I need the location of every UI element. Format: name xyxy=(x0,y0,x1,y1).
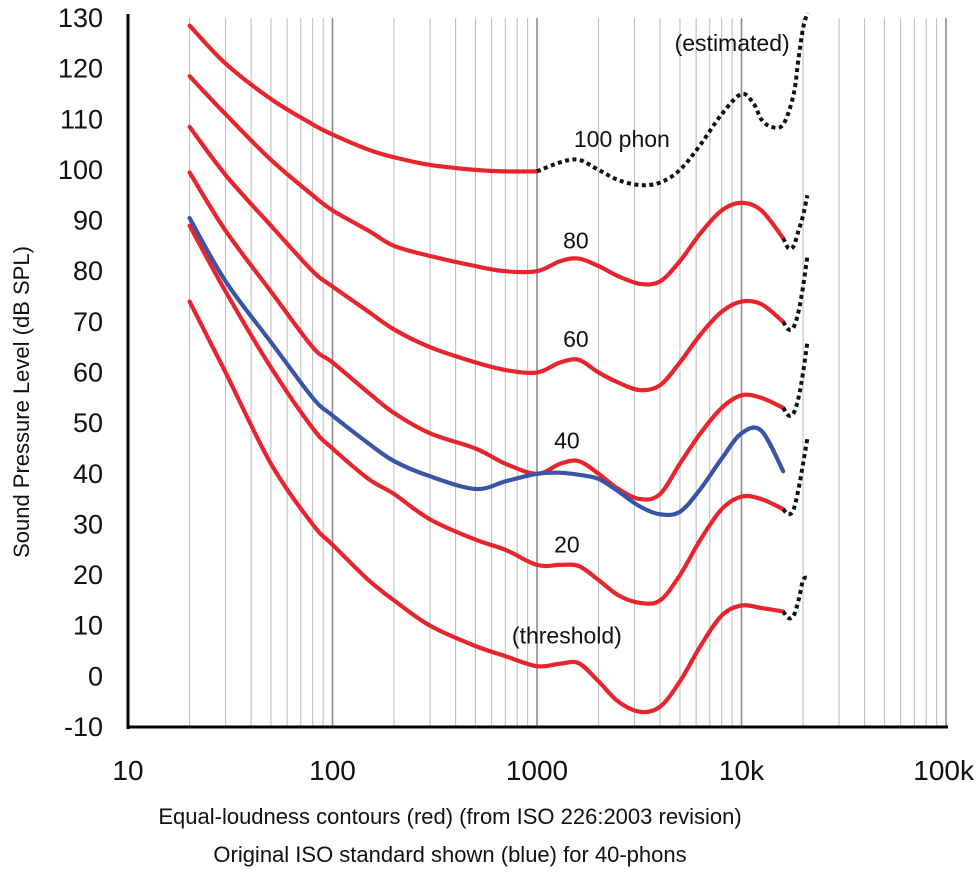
x-tick-label: 10k xyxy=(719,755,765,786)
y-tick-label: 40 xyxy=(73,459,103,489)
series-line-20-phon-estimated xyxy=(781,437,810,517)
y-tick-label: -10 xyxy=(64,712,103,742)
x-tick-label: 100k xyxy=(913,755,975,786)
annotation-label: 40 xyxy=(554,427,580,453)
series-line-80-phon xyxy=(187,74,786,287)
curve-annotations: (estimated) 100 phon 80 60 40 20 (threshold) xyxy=(512,30,790,649)
y-tick-label: 130 xyxy=(58,3,103,33)
y-tick-label: 60 xyxy=(73,358,103,388)
y-axis-label: Sound Pressure Level (dB SPL) xyxy=(9,246,34,558)
series-line-40-phon-estimated xyxy=(781,341,810,418)
caption-line-1: Equal-loudness contours (red) (from ISO … xyxy=(158,804,741,829)
minor-gridlines xyxy=(189,18,938,727)
y-tick-label: 70 xyxy=(73,307,103,337)
series-line-20-phon xyxy=(187,223,786,606)
series-line-60-phon xyxy=(187,124,786,393)
annotation-label: (estimated) xyxy=(675,30,790,56)
series-line-40-phon xyxy=(187,170,786,502)
series-line-threshold xyxy=(187,299,786,715)
y-tick-label: 50 xyxy=(73,408,103,438)
y-tick-label: 100 xyxy=(58,155,103,185)
series-lines xyxy=(187,12,810,715)
series-line-100-phon-estimated xyxy=(536,12,810,188)
caption-line-2: Original ISO standard shown (blue) for 4… xyxy=(213,842,686,867)
axes xyxy=(126,14,948,729)
x-tick-labels: 10 100 1000 10k 100k xyxy=(112,755,975,786)
x-tick-label: 1000 xyxy=(506,755,568,786)
annotation-label: 100 phon xyxy=(574,126,670,152)
annotation-label: 20 xyxy=(554,531,580,557)
y-tick-label: 30 xyxy=(73,509,103,539)
y-tick-label: 80 xyxy=(73,256,103,286)
x-tick-label: 100 xyxy=(309,755,356,786)
y-tick-label: 110 xyxy=(60,104,103,134)
annotation-label: (threshold) xyxy=(512,622,622,648)
x-tick-label: 10 xyxy=(112,755,143,786)
y-tick-label: 90 xyxy=(73,206,103,236)
series-line-threshold-estimated xyxy=(781,575,809,621)
series-line-80-phon-estimated xyxy=(781,194,810,251)
y-tick-label: 10 xyxy=(73,611,103,641)
series-line-40-phon-original-iso xyxy=(187,215,786,518)
y-tick-label: 0 xyxy=(88,661,103,691)
series-line-60-phon-estimated xyxy=(781,255,810,332)
y-tick-label: 120 xyxy=(58,54,103,84)
annotation-label: 80 xyxy=(563,227,589,253)
y-tick-label: 20 xyxy=(73,560,103,590)
annotation-label: 60 xyxy=(563,326,589,352)
series-line-100-phon xyxy=(187,23,540,174)
